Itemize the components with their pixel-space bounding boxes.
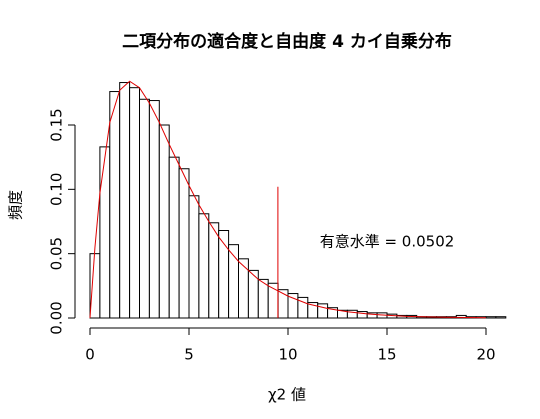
y-tick-label: 0.00 (48, 301, 66, 334)
bar (129, 87, 141, 319)
bar (317, 303, 329, 319)
bar (168, 156, 180, 319)
x-tick-label: 20 (476, 346, 495, 364)
bar (148, 100, 160, 319)
y-tick-label: 0.15 (48, 108, 66, 141)
bar (109, 91, 121, 319)
bar (208, 222, 220, 319)
y-tick-label: 0.10 (48, 173, 66, 206)
annotation: 有意水準 = 0.0502 (320, 233, 455, 251)
bar (485, 316, 497, 319)
bar (495, 316, 507, 319)
bar (99, 146, 111, 319)
x-tick-label: 15 (377, 346, 396, 364)
y-axis-label: 頻度 (7, 190, 25, 220)
x-tick-label: 5 (184, 346, 194, 364)
chart-title: 二項分布の適合度と自由度 4 カイ自乗分布 (122, 31, 452, 52)
x-tick-label: 10 (278, 346, 297, 364)
x-tick-label: 0 (85, 346, 95, 364)
bar (198, 213, 210, 319)
bar (139, 98, 150, 319)
bar (188, 195, 200, 319)
bar (89, 253, 101, 319)
density-curve (89, 80, 487, 319)
x-axis-label: χ2 値 (268, 386, 306, 404)
bar (178, 168, 190, 319)
y-tick-label: 0.05 (48, 237, 66, 270)
bar (119, 82, 131, 319)
bar (238, 258, 249, 319)
bar (158, 124, 170, 319)
